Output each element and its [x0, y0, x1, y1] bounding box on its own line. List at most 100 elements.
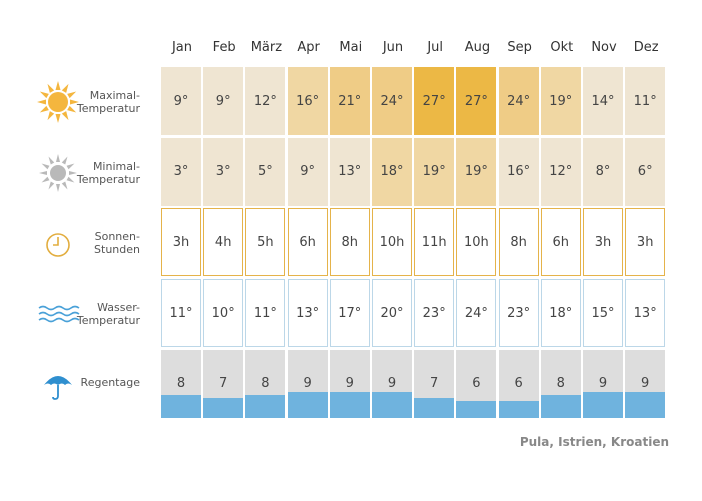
cell-value: 12°	[253, 93, 277, 109]
cell-value: 6	[514, 375, 523, 391]
month-header: Jul	[427, 40, 444, 55]
month-header: Okt	[550, 40, 574, 55]
cell-value: 6	[472, 375, 481, 391]
row-label-text: Sonnen-	[94, 230, 140, 244]
waves-icon	[36, 292, 80, 336]
rain-days-cell: 8	[245, 349, 286, 418]
cell-value: 27°	[464, 93, 488, 109]
cell-value: 19°	[422, 164, 446, 180]
water-temp-cell: 13°	[625, 279, 666, 348]
water-temp-cell: 18°	[540, 279, 581, 348]
cell-value: 16°	[507, 164, 531, 180]
row-label-sun: Sonnen- Stunden	[0, 208, 140, 278]
max-temp-cell: 24°	[372, 67, 412, 135]
cell-value: 8	[261, 375, 270, 391]
sunshine-cell: 3h	[583, 208, 623, 277]
cell-value: 9	[641, 375, 650, 391]
cell-value: 14°	[591, 93, 615, 109]
min-temp-cell: 13°	[329, 137, 370, 206]
rain-days-bar	[583, 391, 623, 418]
row-label-rain: Regentage	[0, 350, 140, 420]
min-temp-cell: 19°	[456, 137, 497, 206]
cell-value: 23°	[507, 305, 531, 321]
cell-value: 10h	[464, 234, 489, 250]
cell-value: 9	[598, 375, 608, 391]
cell-value: 24°	[380, 93, 404, 109]
cell-value: 13°	[338, 164, 362, 180]
cell-value: 3°	[173, 164, 189, 180]
rain-days-bar	[329, 391, 370, 418]
cell-value: 7	[430, 375, 439, 391]
rain-days-bar	[287, 391, 328, 418]
cell-value: 9	[345, 375, 354, 391]
min-temp-cell: 16°	[498, 137, 539, 206]
sunshine-cell: 8h	[498, 208, 539, 277]
sunshine-cell: 11h	[414, 208, 455, 277]
cell-value: 3h	[172, 234, 190, 250]
cell-value: 8h	[341, 234, 359, 250]
rain-days-bar	[625, 391, 666, 418]
rain-days-bar	[161, 394, 201, 418]
min-temp-cell: 3°	[161, 137, 201, 206]
month-header: Sep	[507, 40, 532, 55]
min-temp-cell: 3°	[203, 137, 244, 206]
cell-value: 19°	[549, 93, 573, 109]
row-label-water: Wasser- Temperatur	[0, 279, 140, 349]
sunshine-cell: 3h	[161, 208, 201, 277]
water-temp-cell: 23°	[498, 279, 539, 348]
min-temp-cell: 6°	[625, 137, 666, 206]
cell-value: 9°	[215, 93, 231, 109]
max-temp-cell: 21°	[329, 67, 370, 135]
sun-icon	[36, 80, 80, 124]
cell-value: 12°	[549, 164, 573, 180]
month-header: Jun	[382, 40, 404, 55]
month-header: Mai	[339, 40, 363, 55]
max-temp-cell: 9°	[203, 67, 244, 135]
rain-days-cell: 9	[625, 349, 666, 418]
cell-value: 15°	[591, 305, 615, 321]
water-temp-cell: 11°	[245, 279, 286, 348]
rain-days-bar	[372, 391, 412, 418]
sunshine-cell: 6h	[540, 208, 581, 277]
water-temp-cell: 13°	[287, 279, 328, 348]
cell-value: 9°	[300, 164, 315, 180]
row-label-text: Temperatur	[76, 314, 140, 328]
cell-value: 6h	[299, 234, 316, 250]
rain-days-cell: 7	[414, 349, 455, 418]
max-temp-cell: 14°	[583, 67, 623, 135]
month-header: Feb	[212, 40, 236, 55]
cell-value: 3h	[636, 234, 654, 250]
rain-days-bar	[245, 394, 286, 418]
cell-value: 9	[303, 375, 312, 391]
rain-days-cell: 9	[287, 349, 328, 418]
cell-value: 11°	[253, 305, 277, 321]
max-temp-cell: 27°	[456, 67, 497, 135]
cell-value: 11h	[421, 234, 447, 250]
cell-value: 9°	[173, 93, 189, 109]
water-temp-cell: 17°	[329, 279, 370, 348]
cell-value: 8	[556, 375, 565, 391]
cell-value: 3h	[594, 234, 612, 250]
rain-days-bar	[456, 400, 497, 418]
month-header: März	[250, 40, 283, 55]
cell-value: 9	[387, 375, 397, 391]
row-label-text: Temperatur	[76, 172, 140, 186]
row-label-text: Temperatur	[76, 102, 140, 115]
row-label-max: Maximal- Temperatur	[0, 67, 140, 137]
rain-days-cell: 9	[372, 349, 412, 418]
sunshine-cell: 10h	[372, 208, 412, 277]
cell-value: 16°	[296, 93, 320, 109]
min-temp-cell: 19°	[414, 137, 455, 206]
rain-days-bar	[203, 397, 244, 418]
cell-value: 20°	[380, 305, 404, 321]
rain-days-cell: 9	[329, 349, 370, 418]
water-temp-cell: 11°	[161, 279, 201, 348]
rain-days-bar	[414, 397, 455, 418]
rain-days-cell: 8	[540, 349, 581, 418]
grey-sun-icon	[36, 151, 80, 195]
cell-value: 24°	[464, 305, 488, 321]
rain-days-cell: 8	[161, 349, 201, 418]
cell-value: 10h	[379, 234, 405, 250]
cell-value: 13°	[296, 305, 320, 321]
min-temp-cell: 5°	[245, 137, 286, 206]
